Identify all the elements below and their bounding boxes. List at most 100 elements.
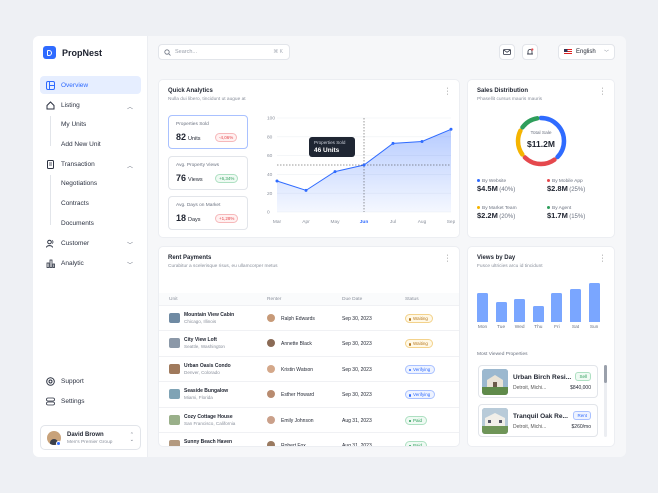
table-row[interactable]: Mountain View Cabin Chicago, Illinois Ralp… [159,305,459,330]
notification-button[interactable] [522,44,538,60]
table-row[interactable]: Seaside Bungalow Miami, Florida Esther How… [159,381,459,406]
day-bar[interactable] [477,292,488,322]
unit-location: Miami, Florida [184,395,213,401]
app-window: PropNest Overview Listing ︿ My Units Add… [33,36,626,457]
avatar [267,390,275,399]
unit-thumbnail [169,414,180,425]
day-bar[interactable] [495,301,507,322]
legend-market-team: By Market Team $2.2M (20%) [477,206,517,220]
renter-name: Emily Johnson [281,417,314,424]
stat-label: Properties Sold [176,122,209,127]
search-icon [164,48,171,56]
data-point [420,140,424,143]
most-viewed-label: Most Viewed Properties [477,352,528,357]
renter-name: Annette Black [281,341,312,348]
sidebar-item-documents[interactable]: Documents [61,220,94,227]
listing-tag: Rent [573,411,591,420]
day-bar[interactable] [588,283,600,322]
renter-name: Esther Howard [281,392,315,399]
search-input[interactable]: Search... ⌘ K [158,44,290,60]
sidebar-item-analytic[interactable]: Analytic ﹀ [40,254,141,272]
sidebar-item-overview[interactable]: Overview [40,76,141,94]
due-date: Sep 30, 2023 [342,366,372,373]
more-icon[interactable]: · · · [601,252,604,265]
day-bar[interactable] [514,299,526,322]
unit-name: City View Loft [184,337,217,344]
more-icon[interactable]: · · · [446,252,449,265]
avatar [267,364,275,373]
sidebar-item-contracts[interactable]: Contracts [61,200,89,207]
chevron-down-icon: ﹀ [126,263,133,269]
chart-icon [46,259,55,268]
app-name: PropNest [62,47,103,58]
sidebar-item-add-new-unit[interactable]: Add New Unit [61,141,101,148]
stat-avg-views[interactable]: Avg. Property Views 76 Views +6,34% [168,156,248,190]
due-date: Aug 31, 2023 [342,417,372,424]
table-row[interactable]: City View Loft Seattle, Washington Annette… [159,330,459,355]
table-row[interactable]: Urban Oasis Condo Denver, Colorado Kristin… [159,355,459,381]
unit-thumbnail [169,440,180,446]
change-badge: +6,34% [215,174,239,183]
day-label: Sat [571,325,580,330]
sidebar-item-settings[interactable]: Settings [40,392,141,410]
table-row[interactable]: Sunny Beach HavenHouston, Texas Robert Fo… [159,432,459,446]
stat-properties-sold[interactable]: Properties Sold 82 Units -4,06% [168,115,248,149]
due-date: Sep 30, 2023 [342,392,372,399]
data-point [275,179,279,183]
day-bar[interactable] [532,305,544,322]
property-card[interactable]: Urban Birch Resi... Detroit, Michi... $8… [478,365,598,398]
topbar: Search... ⌘ K English ﹀ [148,36,626,68]
stat-avg-days[interactable]: Avg. Days on Market 18 Days +1,28% [168,196,248,230]
more-icon[interactable]: · · · [446,85,449,98]
property-image [482,369,508,395]
stat-value: 18 Days [176,213,201,223]
sidebar-item-label: Analytic [61,259,84,267]
property-card[interactable]: Tranquil Oak Re... Detroit, Michi... $26… [478,404,598,437]
sidebar-item-my-units[interactable]: My Units [61,121,87,128]
card-title: Quick Analytics [168,88,213,94]
day-bar[interactable] [570,288,581,322]
y-tick-label: 20 [267,191,273,197]
status-badge: Waiting [405,339,433,349]
verified-badge-icon [56,441,61,446]
sidebar-item-transaction[interactable]: Transaction ︿ [40,155,141,173]
sidebar-item-customer[interactable]: Customer ﹀ [40,234,141,252]
stat-value: 76 Views [176,173,203,183]
unit-name: Seaside Bungalow [184,388,229,395]
sales-donut-chart[interactable] [513,113,569,169]
property-location: Detroit, Michi... [513,385,547,391]
language-select[interactable]: English ﹀ [558,44,615,60]
rent-payments-card: Rent Payments Curabitur a scelerisque ri… [158,246,460,447]
sales-distribution-card: Sales Distribution Phasellit cursus maur… [467,79,615,238]
sidebar-item-listing[interactable]: Listing ︿ [40,96,141,114]
card-title: Views by Day [477,255,516,261]
data-point [333,170,337,174]
unit-thumbnail [169,389,180,400]
scrollbar[interactable] [604,365,607,437]
views-bar-chart[interactable] [477,280,607,322]
home-icon [46,100,55,110]
column-header-due-date[interactable]: Due Date [342,297,363,302]
renter-name: Ralph Edwards [281,316,315,322]
logo[interactable]: PropNest [43,46,102,59]
listing-tag: Sell [575,372,591,381]
legend-mobile: By Mobile App $2.8M (25%) [547,179,586,193]
column-header-renter[interactable]: Renter [267,297,282,302]
user-role: Men's Premier Group [67,440,113,445]
column-header-status[interactable]: Status [405,297,419,302]
mail-button[interactable] [499,44,515,60]
sidebar-item-negotiations[interactable]: Negotiations [61,180,98,187]
sidebar-item-support[interactable]: Support [40,372,141,390]
column-header-unit[interactable]: Unit [169,297,178,302]
avatar [267,415,275,424]
table-row[interactable]: Cozy Cottage House San Francisco, Califor… [159,406,459,432]
user-switcher[interactable]: David Brown Men's Premier Group ⌃ ⌄ [40,425,141,450]
property-price: $840,000 [570,385,591,391]
views-by-day-card: Views by Day Fusce ultricies arcu id tin… [467,246,615,447]
area-fill [277,129,451,212]
chart-tooltip: Properties Sold 46 Units [309,137,355,157]
more-icon[interactable]: · · · [601,85,604,98]
day-bar[interactable] [551,292,563,322]
x-tick-label: Sep [447,219,455,225]
